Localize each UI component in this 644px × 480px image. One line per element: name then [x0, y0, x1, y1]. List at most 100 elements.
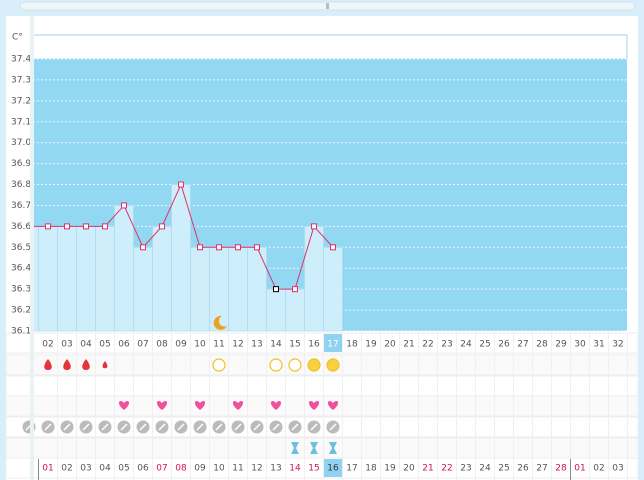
temperature-column	[266, 288, 286, 332]
date-label: 02	[61, 464, 72, 474]
intercourse-icon	[194, 400, 206, 410]
cycle-day-label: 19	[365, 340, 377, 350]
date-label: 07	[156, 464, 167, 474]
pill-mark	[82, 423, 90, 431]
date-label: 12	[251, 464, 262, 474]
date-label: 10	[213, 464, 225, 474]
intercourse-icon	[232, 400, 244, 410]
y-tick-label: 37.2	[11, 96, 31, 106]
temperature-column	[57, 226, 77, 332]
date-label: 09	[194, 464, 206, 474]
date-label: 05	[118, 464, 129, 474]
temperature-column	[95, 226, 115, 332]
date-label: 14	[289, 464, 301, 474]
table-row	[5, 457, 639, 479]
cycle-day-label: 17	[327, 340, 338, 350]
pill-mark	[329, 423, 337, 431]
cycle-day-label: 15	[289, 340, 300, 350]
date-label: 06	[137, 464, 149, 474]
date-label: 20	[403, 464, 415, 474]
pill-mark	[63, 423, 71, 431]
y-tick-label: 37.0	[11, 138, 31, 148]
date-label: 27	[536, 464, 547, 474]
cycle-day-label: 11	[213, 340, 224, 350]
scroll-thumb[interactable]	[326, 3, 329, 9]
date-label: 23	[460, 464, 471, 474]
y-tick-label: 36.8	[11, 180, 31, 190]
y-tick-label: 36.9	[11, 159, 31, 169]
date-label: 03	[80, 464, 91, 474]
date-label: 04	[99, 464, 111, 474]
point	[159, 223, 165, 230]
point	[102, 223, 108, 230]
date-label: 08	[175, 464, 187, 474]
table-row	[5, 332, 639, 354]
date-label: 24	[479, 464, 491, 474]
date-label: 01	[574, 464, 585, 474]
pill-mark	[101, 423, 109, 431]
cycle-day-label: 25	[479, 340, 490, 350]
point	[273, 286, 279, 293]
y-tick-label: 37.1	[11, 117, 31, 127]
intercourse-icon	[118, 400, 130, 410]
flow-icon	[102, 361, 108, 369]
y-tick-label: 36.2	[11, 306, 31, 316]
point	[45, 223, 51, 230]
intercourse-icon	[270, 400, 282, 410]
point	[216, 244, 222, 251]
cycle-day-label: 12	[232, 340, 243, 350]
temperature-column	[247, 247, 267, 332]
temperature-column	[114, 205, 134, 332]
flow-icon	[82, 359, 90, 370]
pill-mark	[158, 423, 166, 431]
date-label: 01	[42, 464, 53, 474]
date-label: 22	[441, 464, 452, 474]
pill-mark	[44, 423, 52, 431]
temperature-column	[76, 226, 96, 332]
cycle-day-label: 07	[137, 340, 148, 350]
point	[311, 223, 317, 230]
cycle-day-label: 31	[593, 340, 604, 350]
point	[235, 244, 241, 251]
point	[83, 223, 89, 230]
cycle-day-label: 06	[118, 340, 130, 350]
cycle-day-label: 14	[270, 340, 282, 350]
y-axis-label: C°	[12, 33, 23, 43]
point	[292, 286, 298, 293]
moon-icon	[213, 315, 227, 330]
y-tick-label: 36.1	[11, 327, 31, 337]
y-tick-label: 36.7	[11, 201, 31, 211]
table-row	[5, 437, 639, 459]
cycle-day-label: 03	[61, 340, 72, 350]
intercourse-icon	[327, 400, 339, 410]
pill-mark	[120, 423, 128, 431]
plot-top	[32, 34, 628, 60]
pill-mark	[291, 423, 299, 431]
point	[330, 244, 336, 251]
date-label: 19	[384, 464, 396, 474]
cycle-day-label: 22	[422, 340, 433, 350]
y-tick-label: 36.3	[11, 285, 31, 295]
mucus-icon	[307, 358, 321, 372]
date-label: 17	[346, 464, 357, 474]
test-icon	[291, 442, 299, 454]
point	[254, 244, 260, 251]
left-shadow	[30, 16, 34, 480]
pill-mark	[177, 423, 185, 431]
pill-mark	[215, 423, 223, 431]
cycle-day-label: 32	[612, 340, 623, 350]
date-label: 28	[555, 464, 567, 474]
mucus-icon	[326, 358, 340, 372]
cycle-day-label: 02	[42, 340, 53, 350]
cycle-day-label: 05	[99, 340, 110, 350]
date-label: 13	[270, 464, 281, 474]
cycle-day-label: 30	[574, 340, 586, 350]
mucus-icon	[269, 358, 283, 372]
intercourse-icon	[156, 400, 168, 410]
cycle-day-label: 13	[251, 340, 262, 350]
cycle-day-label: 09	[175, 340, 187, 350]
temperature-column	[190, 247, 210, 332]
table-row	[5, 354, 639, 376]
date-label: 21	[422, 464, 433, 474]
